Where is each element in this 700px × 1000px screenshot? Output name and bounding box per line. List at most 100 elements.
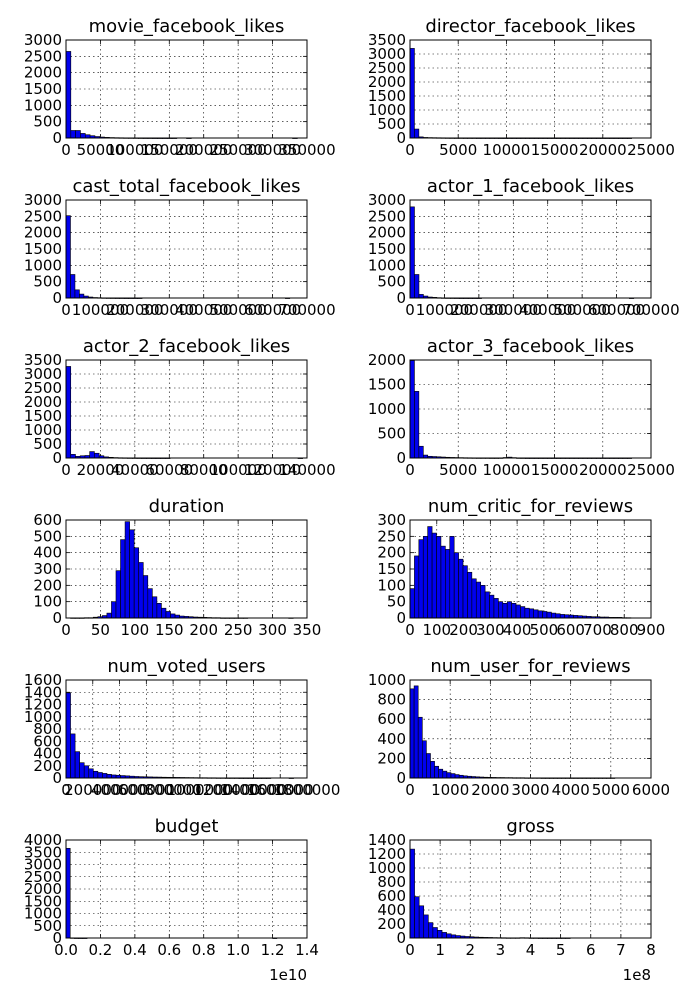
x-tick-label: 500 [530,621,559,639]
histogram-bar [409,48,415,139]
x-tick-label: 300 [258,621,287,639]
y-tick-label: 2500 [24,868,62,886]
histogram-bar [458,558,464,619]
histogram-bar [418,539,424,619]
y-tick-label: 2500 [24,47,62,65]
y-tick-label: 2000 [24,224,62,242]
y-tick-label: 0 [52,769,62,787]
x-tick-label: 6000 [632,781,670,799]
histogram-bar [449,536,455,619]
y-tick-label: 1000 [24,421,62,439]
x-tick-label: 300000 [141,301,198,319]
x-tick-label: 10000 [483,141,531,159]
histogram-bar [129,529,135,619]
histogram-bar [537,610,543,619]
y-tick-label: 0 [396,129,406,147]
y-tick-label: 0 [52,609,62,627]
subplot-title: gross [506,816,554,837]
histogram-bar [506,601,512,619]
x-tick-label: 300000 [244,141,301,159]
histogram-bar [111,601,117,619]
y-tick-label: 100 [33,593,62,611]
histogram-bar [442,770,448,779]
histogram-bar [414,128,420,139]
x-tick-label: 100000 [106,141,163,159]
y-tick-label: 2000 [24,393,62,411]
histogram-bar [97,772,103,779]
histogram-bar [418,905,425,939]
x-tick-label: 50000 [77,141,125,159]
x-tick-label: 200000 [64,781,121,799]
y-tick-label: 400 [33,544,62,562]
histogram-bar [450,773,456,779]
histogram-bar [70,733,76,779]
histogram-bar [533,609,539,619]
x-tick-label: 5000 [439,141,477,159]
histogram-bar [432,927,438,939]
y-tick-label: 3500 [24,351,62,369]
histogram-bar [542,611,548,619]
y-tick-label: 0 [396,929,406,947]
y-tick-label: 600 [33,511,62,529]
x-tick-label: 4 [526,941,536,959]
histogram-bar [75,130,81,139]
subplot-title: actor_2_facebook_likes [83,336,290,357]
histogram-bar [65,366,72,459]
histogram-bar [138,562,144,619]
histogram-bar [93,770,99,779]
y-tick-label: 2000 [24,64,62,82]
y-tick-label: 0 [52,129,62,147]
subplot-title: duration [149,496,225,517]
y-tick-label: 500 [33,527,62,545]
histogram-bar [106,612,112,619]
x-tick-label: 200000 [106,301,163,319]
histogram-bar [493,598,499,619]
y-tick-label: 50 [387,593,406,611]
x-tick-label: 350 [293,621,322,639]
y-tick-label: 300 [377,511,406,529]
y-tick-label: 3500 [24,843,62,861]
y-tick-label: 200 [33,757,62,775]
x-tick-label: 400000 [91,781,148,799]
histogram-bar [413,685,419,779]
plot-frame [65,359,308,459]
histogram-bar [133,547,140,619]
y-tick-label: 1500 [24,407,62,425]
y-tick-label: 1000 [24,256,62,274]
y-tick-label: 800 [33,720,62,738]
y-tick-label: 1000 [24,708,62,726]
x-tick-label: 400000 [519,301,576,319]
plot-frame [65,679,308,779]
histogram-bar [79,293,85,299]
x-tick-label: 250000 [210,141,267,159]
x-tick-label: 0.0 [54,941,78,959]
y-tick-label: 3000 [24,191,62,209]
plot-frame [65,199,308,299]
histogram-bar [528,608,535,619]
x-tick-label: 0.6 [157,941,181,959]
histogram-bar [83,765,90,779]
x-tick-label: 15000 [531,141,579,159]
plot-frame [409,359,652,459]
x-tick-label: 600 [556,621,585,639]
histogram-bar [438,768,444,779]
x-tick-label: 0 [61,141,71,159]
histogram-bar [431,532,437,619]
histogram-bar [94,452,100,459]
plot-frame [65,519,308,619]
y-tick-label: 1500 [24,240,62,258]
histogram-bar [65,215,71,299]
x-tick-label: 0 [61,301,71,319]
y-tick-label: 2000 [368,351,406,369]
y-tick-label: 500 [33,113,62,131]
subplot-title: director_facebook_likes [425,16,635,37]
x-tick-label: 1000000 [166,781,233,799]
histogram-bar [423,914,429,939]
x-tick-label: 500000 [210,301,267,319]
subplot-title: num_user_for_reviews [430,656,630,677]
x-tick-label: 200000 [450,301,507,319]
histogram-bar [409,206,415,299]
histogram-bar [440,545,446,619]
